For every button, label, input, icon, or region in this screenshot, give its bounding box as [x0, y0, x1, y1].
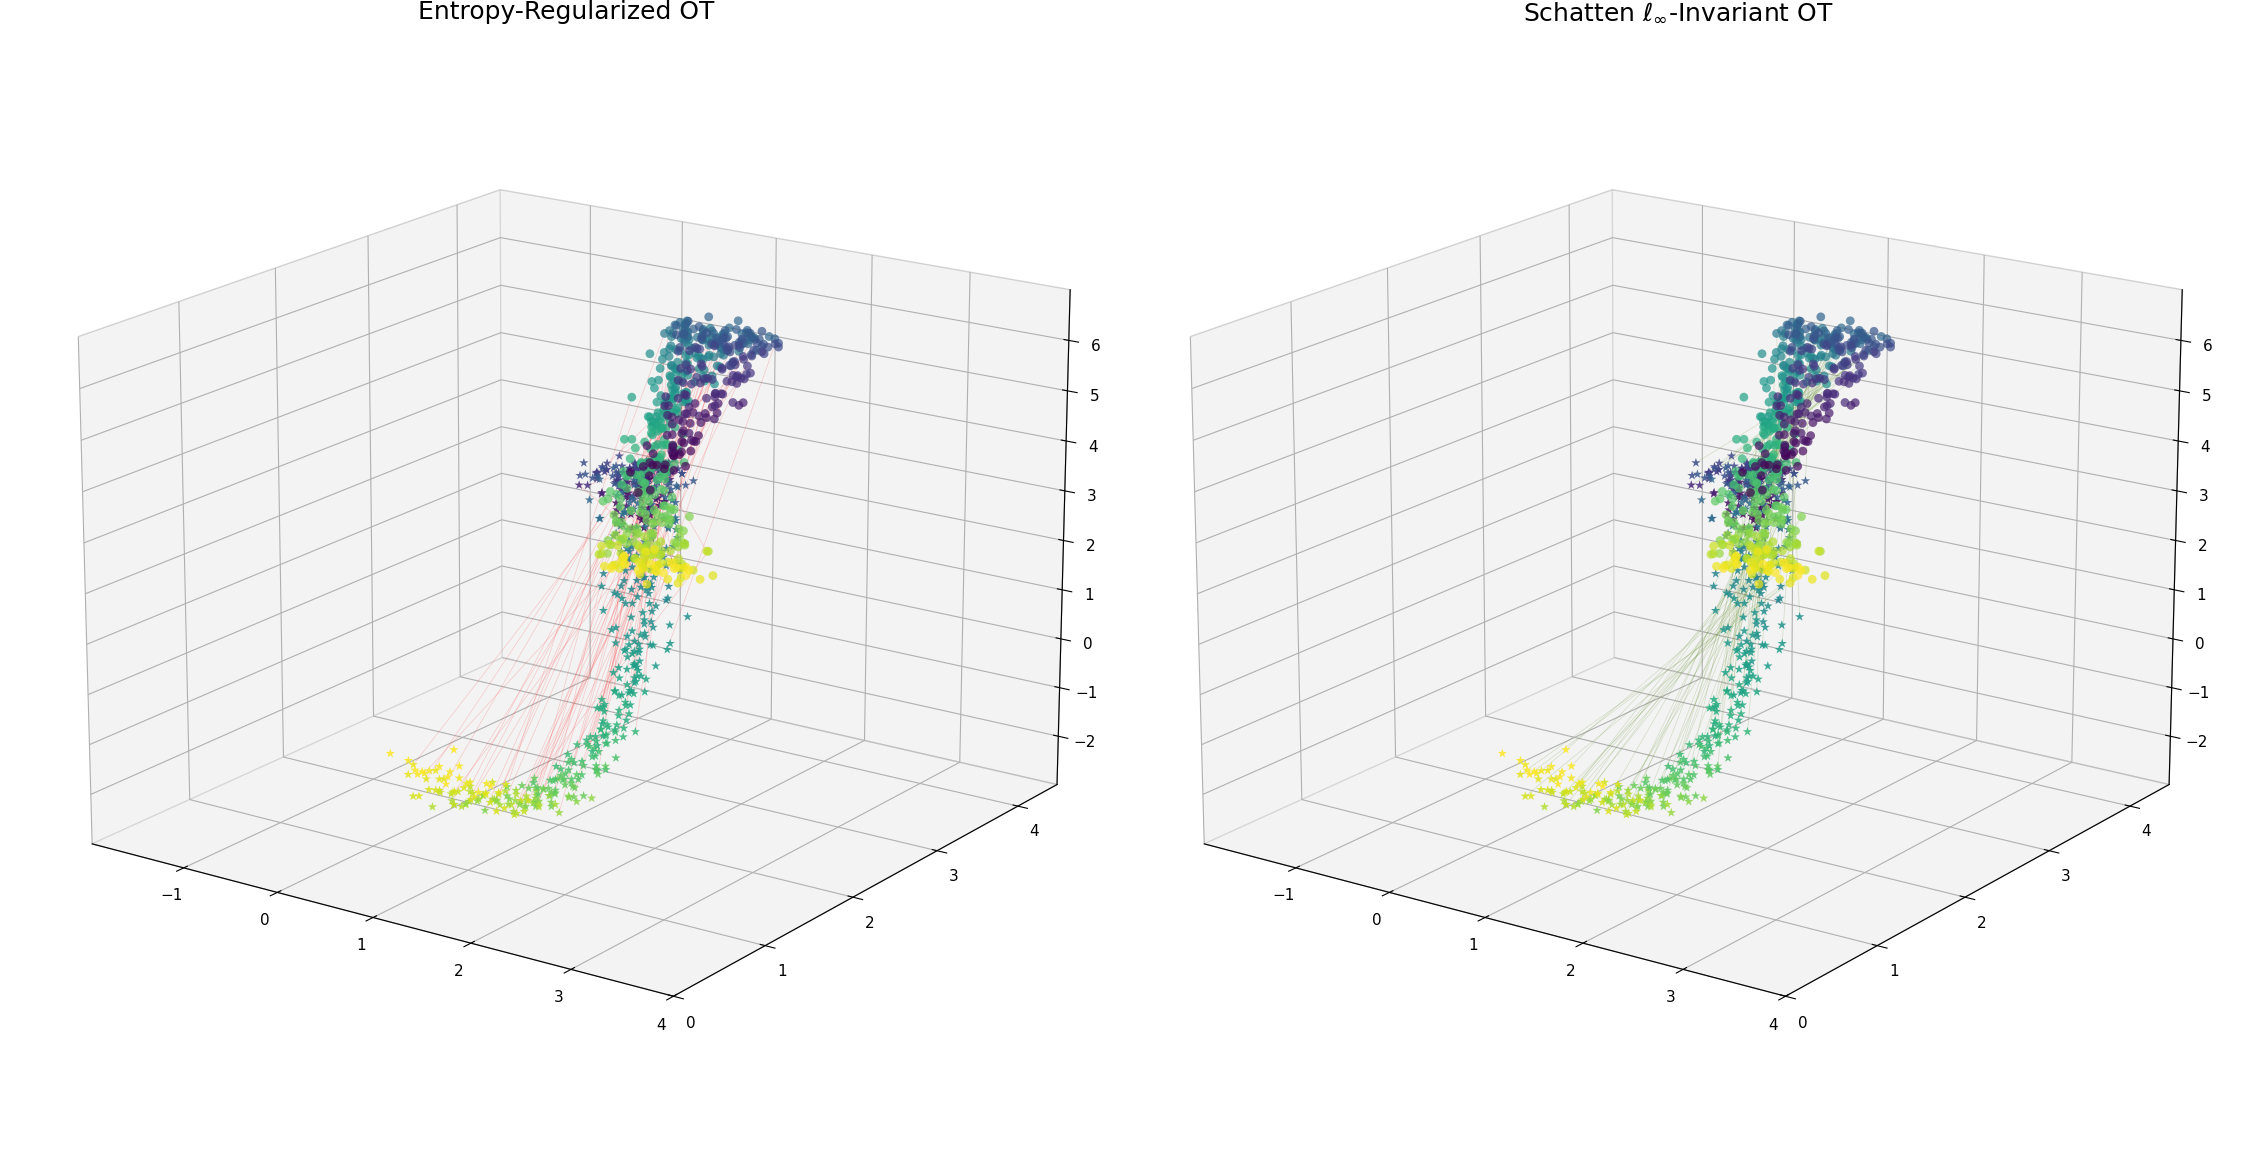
Title: Schatten $\ell_\infty$-Invariant OT: Schatten $\ell_\infty$-Invariant OT — [1522, 0, 1834, 24]
Title: Entropy-Regularized OT: Entropy-Regularized OT — [418, 0, 714, 24]
